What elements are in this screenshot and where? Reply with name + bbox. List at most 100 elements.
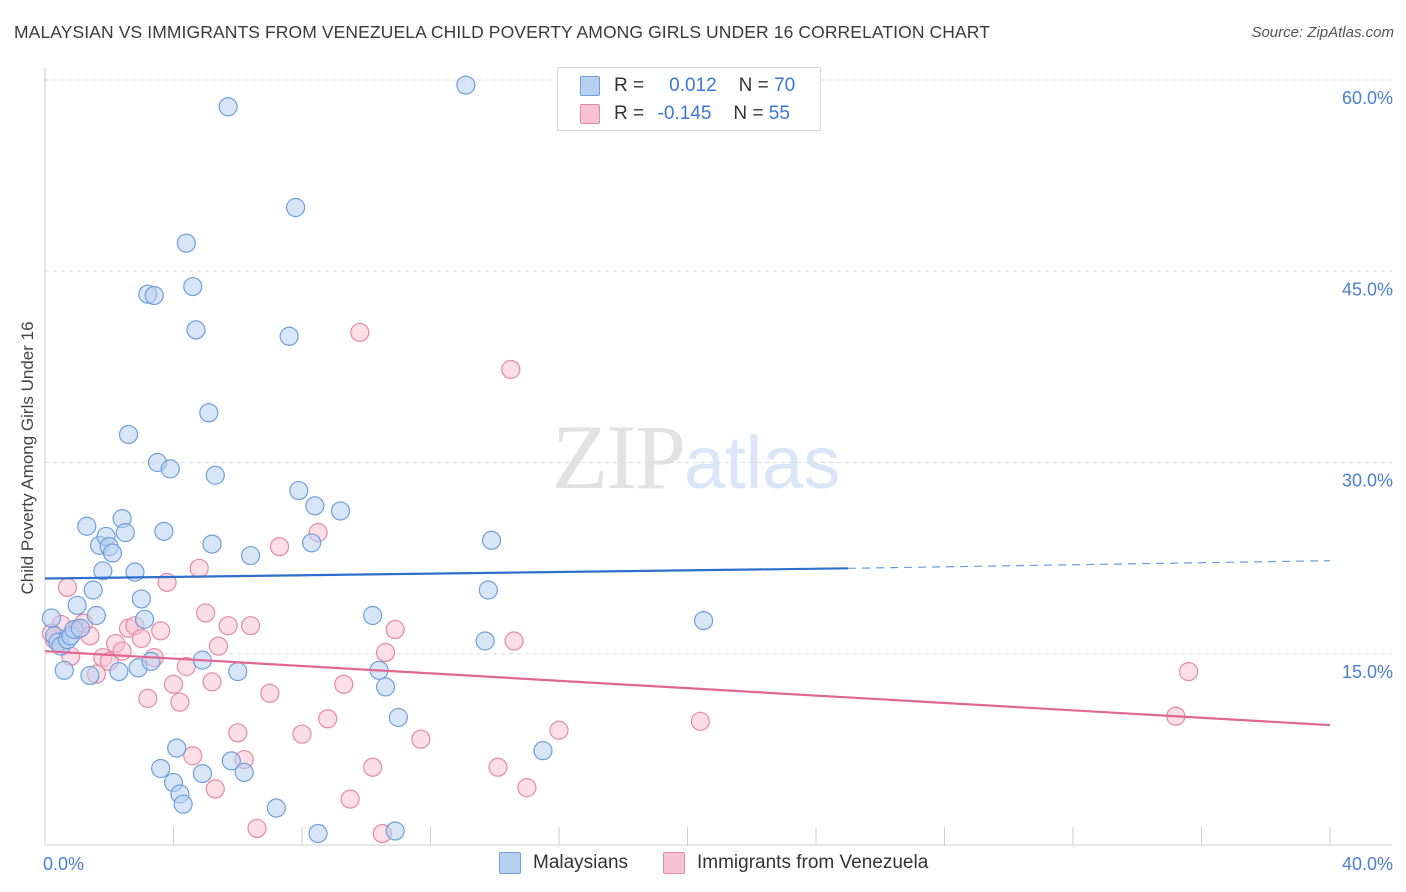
data-point [266, 798, 286, 818]
legend-swatch-pink [663, 852, 685, 874]
data-point [199, 403, 219, 423]
data-point [173, 794, 193, 814]
data-point [186, 320, 206, 340]
data-point [218, 97, 238, 117]
data-point [456, 75, 476, 95]
data-point [385, 619, 405, 640]
data-point [67, 595, 87, 615]
data-point [228, 723, 248, 743]
data-point [183, 746, 203, 766]
data-point [375, 677, 396, 697]
data-point [385, 821, 405, 841]
legend-r-label: R = [614, 103, 645, 124]
trend-line-malaysians-extension [848, 560, 1331, 569]
data-point [183, 276, 203, 297]
legend-r-value: -0.145 [657, 103, 712, 124]
data-point [350, 322, 370, 343]
data-point [57, 577, 78, 598]
y-tick-label: 15.0% [1342, 662, 1393, 682]
data-point [196, 603, 216, 623]
data-point [151, 758, 171, 779]
data-point [163, 674, 184, 694]
legend-item-venezuela: Immigrants from Venezuela [663, 852, 928, 874]
data-point [93, 561, 113, 581]
data-point [302, 533, 322, 553]
data-point [330, 501, 351, 521]
data-point [363, 605, 383, 626]
data-point [504, 631, 524, 651]
data-point [192, 763, 213, 784]
data-point [279, 326, 299, 346]
data-point [205, 465, 225, 485]
data-point [533, 741, 553, 761]
trend-line-malaysians [44, 567, 849, 580]
axes [44, 68, 1392, 846]
data-point [144, 285, 164, 306]
legend-n-value: 55 [768, 103, 790, 124]
y-tick-label: 30.0% [1342, 471, 1393, 491]
data-point [221, 751, 241, 771]
stats-legend: R = 0.012 N = 70 R = -0.145 N = 55 [557, 67, 821, 131]
data-point [292, 724, 312, 744]
data-point [77, 516, 97, 536]
data-point [241, 616, 261, 636]
data-point [308, 823, 328, 844]
legend-n-label: N = [733, 103, 764, 124]
data-point [202, 672, 222, 692]
data-point [54, 660, 74, 680]
y-axis-label: Child Poverty Among Girls Under 16 [18, 321, 37, 594]
trend-lines [44, 560, 1331, 727]
legend-swatch-blue [499, 852, 521, 874]
data-point [375, 642, 396, 663]
legend-swatch-blue [580, 76, 600, 96]
data-point [134, 609, 155, 629]
data-point [170, 692, 190, 712]
legend-label-malaysians: Malaysians [533, 852, 629, 873]
data-point [112, 641, 132, 661]
data-point [481, 530, 502, 550]
data-point [289, 480, 309, 501]
x-tick-label: 0.0% [43, 854, 84, 874]
legend-row-venezuela: R = -0.145 N = 55 [580, 101, 790, 127]
data-point [86, 605, 107, 626]
data-point [205, 779, 225, 799]
data-point [70, 618, 90, 638]
data-point [208, 636, 229, 656]
data-point [115, 523, 135, 543]
data-point [501, 359, 521, 380]
chart-title: MALAYSIAN VS IMMIGRANTS FROM VENEZUELA C… [14, 22, 990, 42]
data-point [109, 661, 129, 682]
data-point [305, 496, 325, 516]
legend-r-value: 0.012 [669, 75, 717, 96]
x-tick-label: 40.0% [1342, 854, 1393, 874]
data-point [131, 628, 151, 649]
data-point [102, 543, 123, 563]
data-point [517, 778, 537, 798]
data-point [549, 720, 569, 740]
data-point [478, 580, 498, 600]
legend-swatch-pink [580, 104, 600, 124]
watermark-zip: ZIP [552, 406, 686, 508]
data-point [363, 757, 383, 777]
legend-n-value: 70 [774, 75, 796, 96]
y-tick-label: 45.0% [1342, 279, 1393, 299]
legend-item-malaysians: Malaysians [499, 852, 628, 874]
data-point [388, 707, 408, 728]
data-point [83, 580, 103, 600]
data-point [269, 537, 290, 557]
data-point [228, 661, 248, 682]
legend-row-malaysians: R = 0.012 N = 70 [580, 73, 795, 99]
data-point [202, 534, 222, 554]
data-point [1179, 661, 1199, 682]
series-legend: Malaysians Immigrants from Venezuela [0, 852, 1406, 878]
data-point [285, 197, 306, 218]
grid-lines [45, 79, 1392, 655]
data-point [80, 665, 100, 686]
data-point [234, 762, 254, 782]
data-point [260, 683, 280, 703]
data-point [160, 459, 180, 479]
data-point [189, 558, 209, 578]
data-point [138, 688, 158, 708]
trend-line-venezuela [44, 650, 1331, 727]
data-point [318, 709, 338, 729]
